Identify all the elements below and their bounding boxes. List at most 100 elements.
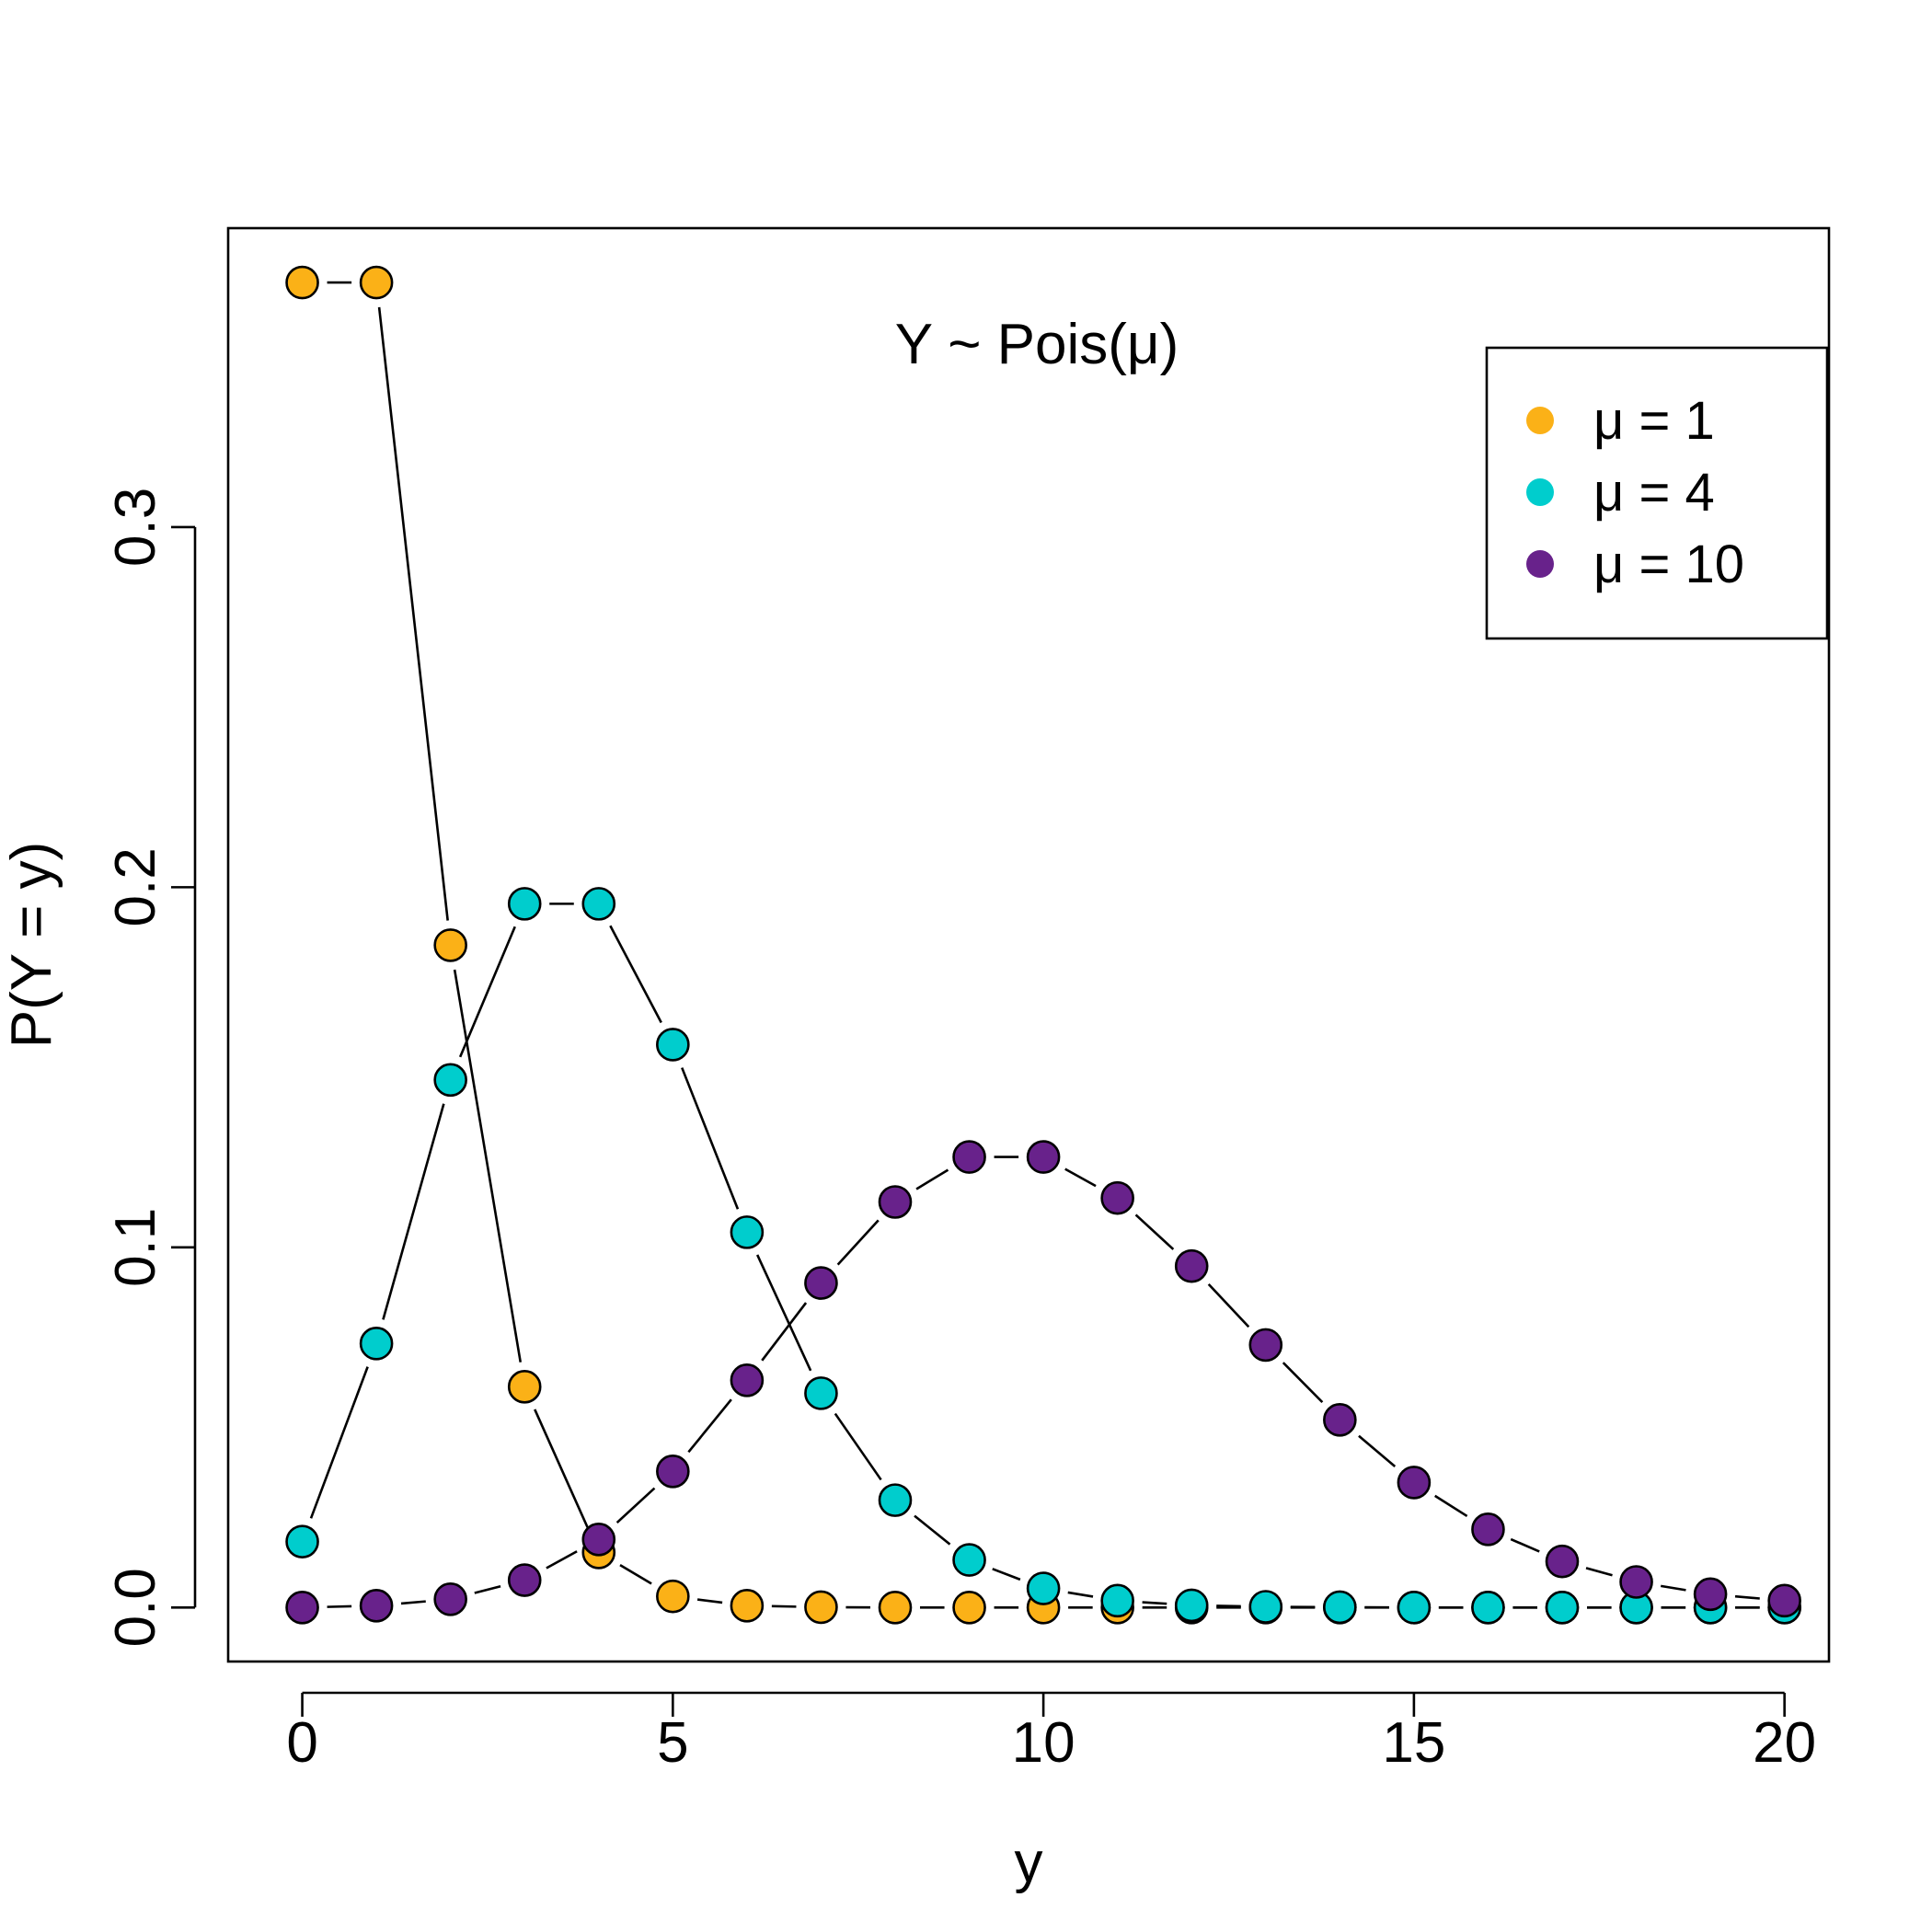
series-segment [1282, 1362, 1324, 1404]
series-segment [992, 1568, 1021, 1581]
legend-marker [1526, 407, 1554, 434]
data-point [507, 1370, 542, 1404]
series-segment [1134, 1213, 1175, 1250]
series-layer [285, 265, 1801, 1625]
series-segment [1434, 1494, 1468, 1518]
series-segment [755, 1254, 812, 1372]
series-segment [327, 1604, 352, 1608]
series-segment [687, 1398, 732, 1454]
data-point [1471, 1512, 1505, 1547]
series-segment [534, 1409, 590, 1531]
series-segment [1142, 1601, 1167, 1605]
data-point [730, 1589, 765, 1623]
series-segment [681, 1067, 740, 1210]
legend-marker [1526, 478, 1554, 506]
data-point [952, 1140, 986, 1174]
data-point [1545, 1544, 1580, 1579]
plot-frame [226, 226, 1831, 1663]
data-point [285, 265, 319, 300]
legend-label: μ = 4 [1593, 463, 1715, 523]
series-segment [1585, 1567, 1613, 1577]
data-point [1397, 1590, 1432, 1625]
data-point [507, 1563, 542, 1597]
data-point [1026, 1571, 1061, 1605]
series-segment [619, 1564, 652, 1585]
x-tick-label: 20 [1753, 1711, 1816, 1775]
data-point [804, 1376, 838, 1410]
series-segment [914, 1514, 951, 1546]
data-point [1693, 1577, 1728, 1612]
series-segment [696, 1598, 723, 1604]
series-segment [546, 1550, 578, 1570]
data-point [1174, 1248, 1209, 1283]
x-tick-label: 10 [1012, 1711, 1075, 1775]
data-point [581, 887, 616, 921]
series-segment [1216, 1604, 1241, 1608]
series-segment [458, 926, 516, 1058]
data-point [359, 1327, 394, 1361]
series-segment [836, 1219, 880, 1266]
series-segment [453, 969, 523, 1363]
data-point [656, 1455, 690, 1489]
data-point [285, 1524, 319, 1558]
data-point [1323, 1590, 1357, 1625]
series-segment [1067, 1591, 1094, 1598]
y-axis: 0.0 0.1 0.2 0.3 [104, 488, 197, 1647]
series-2 [285, 887, 1801, 1625]
data-point [285, 1590, 319, 1625]
data-point [1767, 1583, 1801, 1618]
series-segment [915, 1168, 949, 1190]
series-segment [1510, 1537, 1540, 1553]
x-tick-label: 5 [657, 1711, 688, 1775]
y-tick-label: 0.0 [104, 1568, 167, 1647]
data-point [656, 1028, 690, 1062]
x-tick-label: 15 [1382, 1711, 1445, 1775]
data-point [1619, 1565, 1653, 1599]
series-segment [309, 1366, 369, 1519]
plot-annotation: Y ~ Pois(μ) [895, 313, 1179, 376]
data-point [507, 887, 542, 921]
series-segment [474, 1585, 501, 1594]
data-point [952, 1543, 986, 1577]
y-tick-label: 0.1 [104, 1208, 167, 1287]
series-segment [1358, 1434, 1397, 1468]
data-point [433, 928, 467, 962]
data-point [1248, 1590, 1283, 1624]
data-point [1248, 1328, 1283, 1363]
data-point [1026, 1140, 1061, 1174]
x-tick-label: 0 [286, 1711, 317, 1775]
series-segment [400, 1600, 426, 1605]
data-point [1323, 1403, 1357, 1437]
data-point [1545, 1590, 1580, 1625]
series-segment [382, 1103, 445, 1320]
x-axis: 0 5 10 15 20 [286, 1691, 1816, 1775]
data-point [804, 1590, 838, 1625]
data-point [656, 1579, 690, 1614]
data-point [433, 1063, 467, 1098]
series-segment [771, 1604, 797, 1608]
data-point [359, 265, 394, 300]
data-point [730, 1363, 765, 1397]
legend-label: μ = 10 [1593, 535, 1744, 594]
series-segment [1660, 1584, 1686, 1592]
x-axis-label: y [1015, 1831, 1043, 1894]
series-segment [377, 306, 449, 921]
data-point [581, 1522, 616, 1557]
legend-label: μ = 1 [1593, 391, 1715, 451]
series-segment [615, 1487, 656, 1524]
data-point [1100, 1583, 1134, 1618]
data-point [878, 1590, 913, 1625]
series-segment [834, 1412, 882, 1481]
series-segment [609, 925, 662, 1024]
data-point [1471, 1590, 1505, 1625]
series-segment [761, 1302, 808, 1362]
data-point [1174, 1588, 1209, 1623]
data-point [878, 1185, 913, 1219]
data-point [359, 1589, 394, 1623]
y-tick-label: 0.2 [104, 847, 167, 926]
y-tick-label: 0.3 [104, 488, 167, 567]
data-point [1100, 1180, 1134, 1215]
legend: μ = 1 μ = 4 μ = 10 [1485, 346, 1829, 640]
